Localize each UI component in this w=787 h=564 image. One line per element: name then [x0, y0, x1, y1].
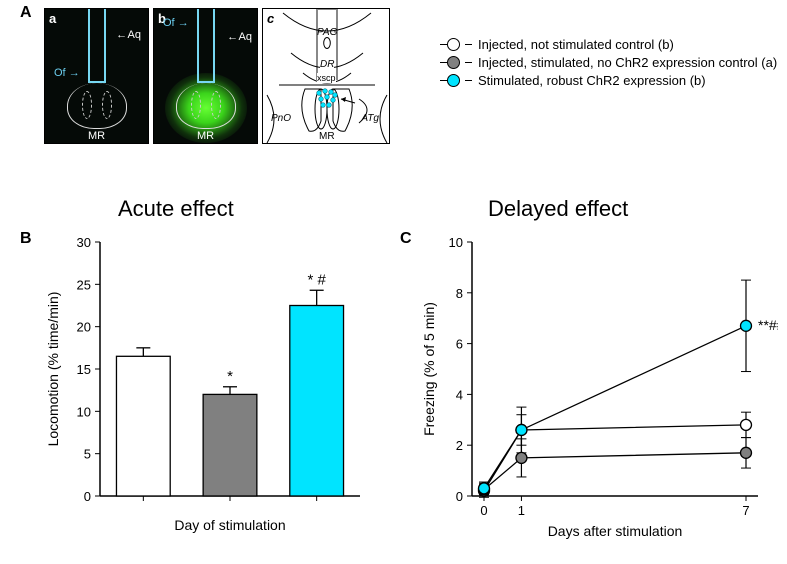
svg-text:15: 15: [77, 362, 91, 377]
svg-text:* #: * #: [307, 271, 326, 288]
panel-label-B: B: [20, 230, 32, 248]
label-pag: PAG: [317, 27, 337, 38]
svg-text:4: 4: [456, 387, 463, 402]
title-delayed: Delayed effect: [488, 196, 628, 222]
legend-label-1: Injected, stimulated, no ChR2 expression…: [478, 55, 777, 70]
svg-text:5: 5: [84, 447, 91, 462]
svg-text:30: 30: [77, 235, 91, 250]
label-aq-b: ← Aq: [227, 31, 252, 43]
svg-text:25: 25: [77, 277, 91, 292]
svg-text:Locomotion (% time/min): Locomotion (% time/min): [45, 292, 61, 447]
label-mr-c: MR: [319, 131, 335, 142]
line-chart: 0 2 4 6 8 10 0 1 7 **## Freezing (% of 5 min) Days …: [418, 232, 778, 552]
micrograph-a: a ← Aq Of → MR: [44, 8, 149, 144]
svg-text:10: 10: [449, 235, 463, 250]
svg-text:2: 2: [456, 438, 463, 453]
svg-text:Day of stimulation: Day of stimulation: [174, 517, 285, 533]
label-of-b: Of →: [163, 17, 187, 29]
optic-fiber-b: [197, 9, 215, 83]
sub-label-a: a: [49, 11, 56, 26]
svg-text:0: 0: [480, 503, 487, 518]
legend-marker-gray: [447, 56, 460, 69]
label-mr-b: MR: [197, 130, 214, 142]
svg-text:1: 1: [518, 503, 525, 518]
legend-item-0: Injected, not stimulated control (b): [440, 37, 777, 52]
micrograph-b: b Of → ← Aq MR: [153, 8, 258, 144]
label-aq-a: ← Aq: [116, 29, 141, 41]
legend-label-0: Injected, not stimulated control (b): [478, 37, 674, 52]
legend-item-1: Injected, stimulated, no ChR2 expression…: [440, 55, 777, 70]
svg-text:0: 0: [456, 489, 463, 504]
title-acute: Acute effect: [118, 196, 234, 222]
label-of-a: Of →: [54, 67, 78, 79]
svg-text:8: 8: [456, 286, 463, 301]
bar-chart: 0 5 10 15 20 25 30 * * # Locomotion (% time/min) D…: [42, 232, 372, 552]
svg-text:20: 20: [77, 320, 91, 335]
legend-marker-cyan: [447, 74, 460, 87]
line-chart-svg: 0 2 4 6 8 10 0 1 7 **## Freezing (% of 5 min) Days …: [418, 232, 778, 552]
svg-text:10: 10: [77, 404, 91, 419]
label-pno: PnO: [271, 113, 291, 124]
legend-label-2: Stimulated, robust ChR2 expression (b): [478, 73, 706, 88]
svg-text:Days after stimulation: Days after stimulation: [548, 523, 683, 539]
label-dr: DR: [320, 59, 334, 70]
svg-text:**##: **##: [758, 317, 778, 333]
svg-text:*: *: [227, 368, 233, 385]
svg-text:6: 6: [456, 337, 463, 352]
legend: Injected, not stimulated control (b) Inj…: [440, 34, 777, 91]
optic-fiber-a: [88, 9, 106, 83]
mr-inner-a: [82, 91, 112, 125]
schematic-c: c PAG DR xs: [262, 8, 390, 144]
legend-item-2: Stimulated, robust ChR2 expression (b): [440, 73, 777, 88]
panel-A-row: a ← Aq Of → MR b Of → ← Aq MR c: [44, 8, 390, 149]
svg-text:0: 0: [84, 489, 91, 504]
label-mr-a: MR: [88, 130, 105, 142]
panel-label-A: A: [20, 4, 32, 22]
mr-inner-b: [191, 91, 221, 125]
bar-chart-svg: 0 5 10 15 20 25 30 * * # Locomotion (% time/min) D…: [42, 232, 372, 552]
label-xscp: xscp: [317, 73, 336, 83]
svg-text:7: 7: [742, 503, 749, 518]
svg-text:Freezing (% of 5 min): Freezing (% of 5 min): [421, 302, 437, 436]
legend-marker-white: [447, 38, 460, 51]
label-atg: ATg: [361, 113, 379, 124]
panel-label-C: C: [400, 230, 412, 248]
